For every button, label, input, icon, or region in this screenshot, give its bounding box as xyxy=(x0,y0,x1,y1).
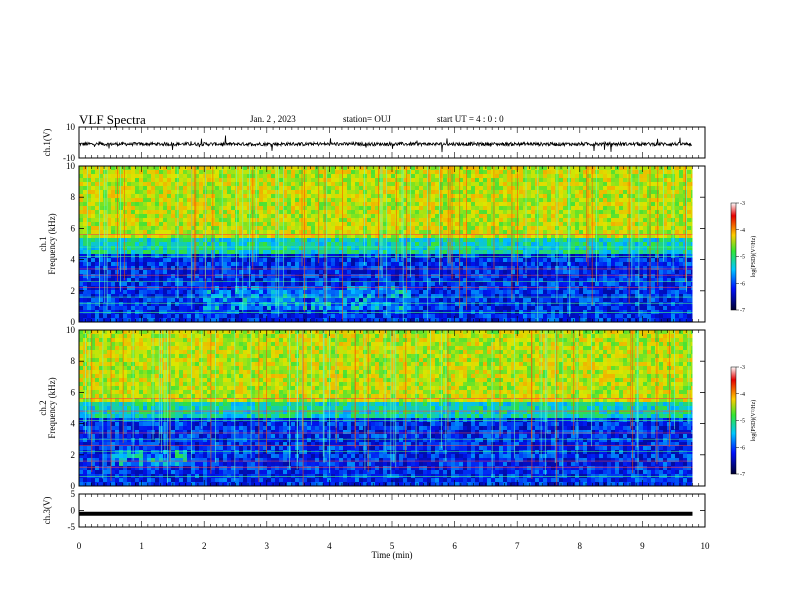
header-start-time: start UT = 4 : 0 : 0 xyxy=(437,114,504,124)
x-tick-label: 2 xyxy=(202,541,207,551)
y-tick-label: -10 xyxy=(63,153,75,163)
y-tick-label: 0 xyxy=(71,317,76,327)
colorbar-tick-label: -5 xyxy=(740,419,745,425)
y-tick-label: 2 xyxy=(71,450,76,460)
colorbar-tick-label: -6 xyxy=(740,281,745,287)
colorbar-tick-label: -5 xyxy=(740,255,745,261)
y-tick-label: 10 xyxy=(66,161,76,171)
header-station: station= OUJ xyxy=(343,114,391,124)
x-tick-label: 4 xyxy=(327,541,332,551)
y-tick-label: 6 xyxy=(71,387,76,397)
x-tick-label: 6 xyxy=(452,541,457,551)
y-tick-label: 8 xyxy=(71,192,76,202)
x-tick-label: 3 xyxy=(265,541,270,551)
colorbar-tick-label: -3 xyxy=(740,201,745,207)
y-tick-label: 10 xyxy=(66,325,76,335)
colorbar-1 xyxy=(730,366,737,475)
header-title: VLF Spectra xyxy=(79,112,146,127)
colorbar-label: log(PSD)(V²/Hz) xyxy=(750,236,757,277)
x-tick-label: 1 xyxy=(139,541,144,551)
x-tick-label: 8 xyxy=(578,541,583,551)
colorbar-tick-label: -6 xyxy=(740,445,745,451)
colorbar-tick-label: -7 xyxy=(740,472,745,478)
x-tick-label: 5 xyxy=(390,541,395,551)
spectrogram-ch1 xyxy=(79,166,693,322)
x-tick-label: 9 xyxy=(640,541,645,551)
spectrogram-ch2 xyxy=(79,330,693,486)
colorbar-tick-label: -4 xyxy=(740,392,745,398)
colorbar-0 xyxy=(730,202,737,311)
y-tick-label: 2 xyxy=(71,286,76,296)
colorbar-tick-label: -3 xyxy=(740,365,745,371)
y-axis-label-3: ch.3(V) xyxy=(42,497,52,525)
colorbar-label: log(PSD)(V²/Hz) xyxy=(750,400,757,441)
y-tick-label: 6 xyxy=(71,223,76,233)
x-tick-label: 10 xyxy=(701,541,711,551)
colorbar-tick-label: -4 xyxy=(740,228,745,234)
y-tick-label: 0 xyxy=(71,481,76,491)
ch1-waveform-trace xyxy=(78,135,692,153)
y-tick-label: 0 xyxy=(71,506,76,516)
colorbar-tick-label: -7 xyxy=(740,308,745,314)
x-tick-label: 0 xyxy=(77,541,82,551)
y-tick-label: 8 xyxy=(71,356,76,366)
x-axis-label: Time (min) xyxy=(372,550,413,560)
y-axis-label-2: ch.2 xyxy=(38,400,48,415)
y-tick-label: 5 xyxy=(71,489,76,499)
y-axis-label-2: Frequency (kHz) xyxy=(47,377,57,438)
y-tick-label: 4 xyxy=(71,255,76,265)
y-axis-label-0: ch.1(V) xyxy=(42,129,52,157)
y-tick-label: -5 xyxy=(68,522,76,532)
y-axis-label-1: ch.1 xyxy=(38,236,48,251)
y-tick-label: 4 xyxy=(71,419,76,429)
y-axis-label-1: Frequency (kHz) xyxy=(47,213,57,274)
y-tick-label: 10 xyxy=(66,122,76,132)
x-tick-label: 7 xyxy=(515,541,520,551)
header-date: Jan. 2 , 2023 xyxy=(250,114,296,124)
